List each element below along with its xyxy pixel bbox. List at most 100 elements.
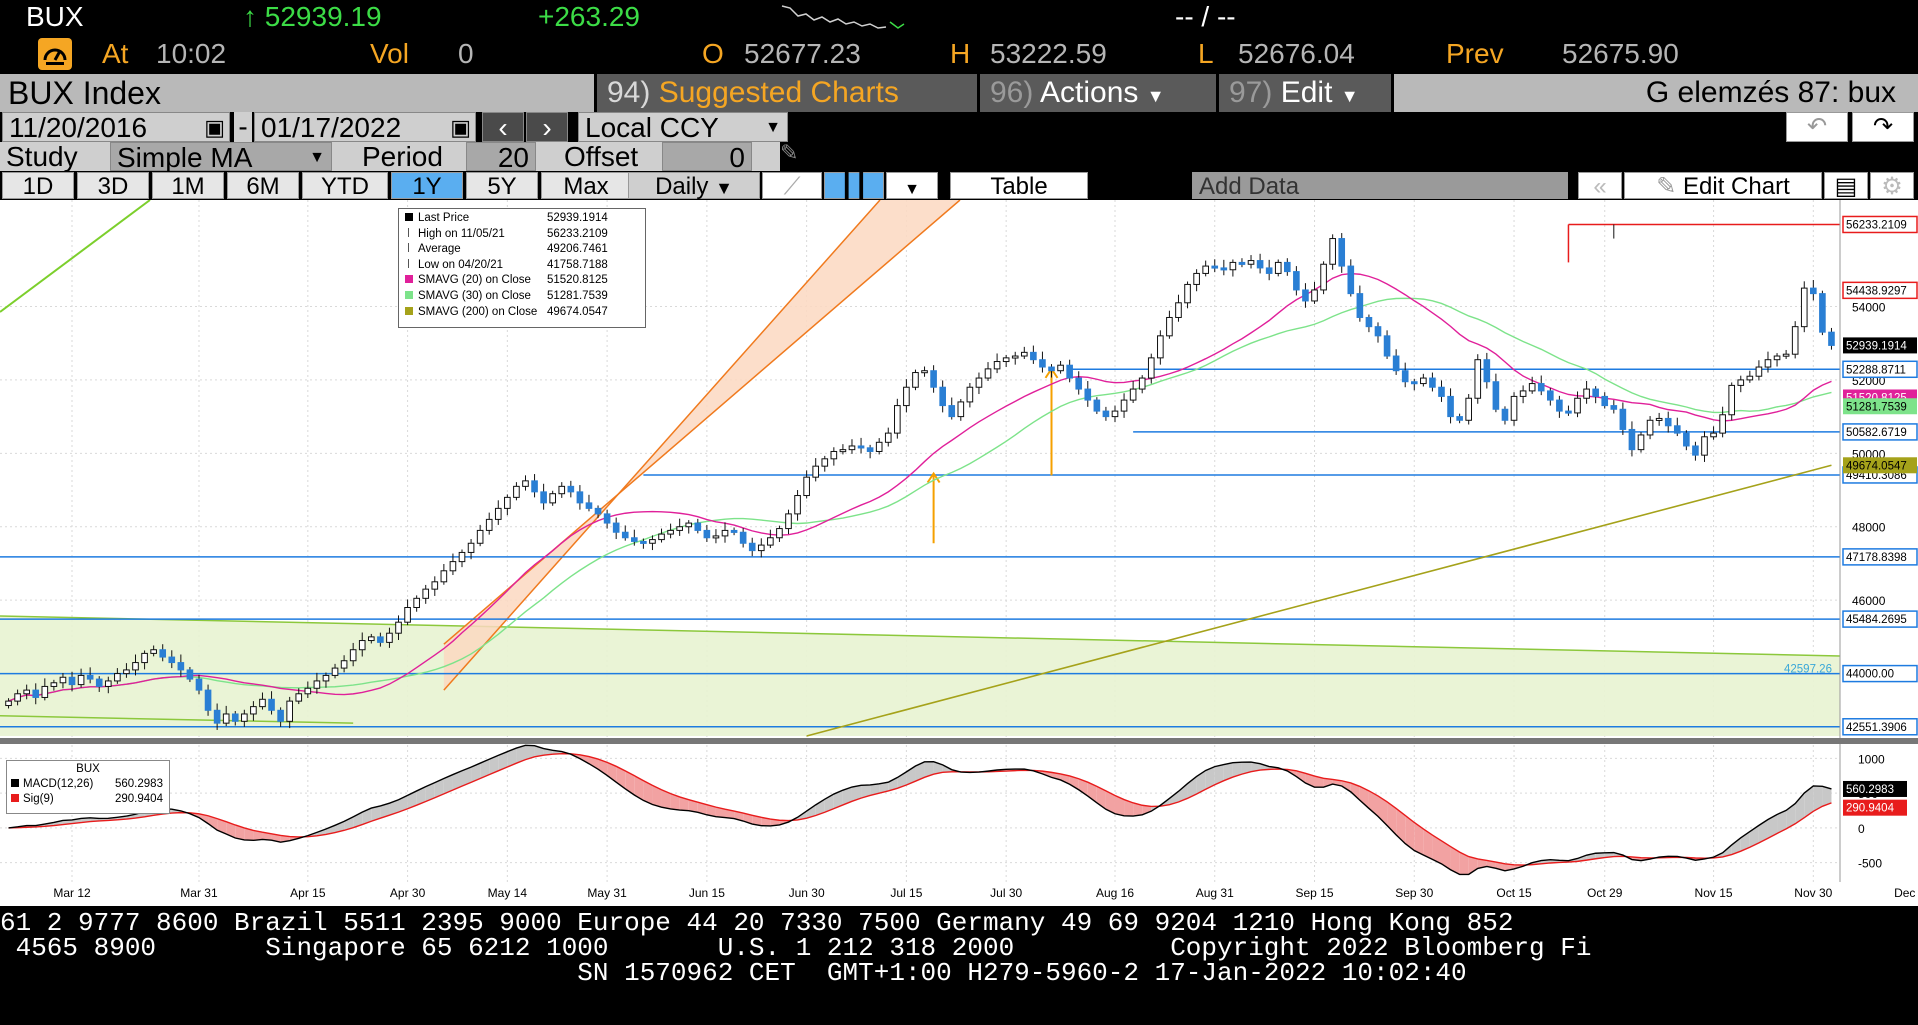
macd-fill: [1051, 772, 1061, 780]
level-tag: [1842, 610, 1918, 628]
undo-button[interactable]: ↶: [1786, 112, 1848, 142]
currency-select[interactable]: Local CCY ▼: [578, 112, 788, 143]
candle-chart-button[interactable]: ┃┃: [824, 172, 884, 200]
x-tick-label: Jun 30: [789, 886, 825, 900]
period-button-ytd[interactable]: YTD: [302, 172, 388, 200]
period-button-1m[interactable]: 1M: [152, 172, 224, 200]
candle-body: [522, 480, 529, 487]
end-date-field[interactable]: 01/17/2022 ▣: [254, 112, 476, 143]
candle-body: [1791, 326, 1799, 355]
high-label: H: [950, 38, 971, 69]
redo-button[interactable]: ↷: [1852, 112, 1914, 142]
macd-fill: [1133, 802, 1143, 817]
level-tag-label: 50582.6719: [1846, 427, 1907, 439]
edit-chart-label: Edit Chart: [1683, 173, 1790, 200]
legend-swatch-icon: [405, 306, 413, 315]
period-button-6m[interactable]: 6M: [227, 172, 299, 200]
next-range-button[interactable]: ›: [526, 112, 568, 143]
suggested-charts-button[interactable]: 94) Suggested Charts: [597, 74, 977, 112]
candle-body: [1039, 359, 1046, 368]
macd-legend-label: MACD(12,26): [23, 778, 94, 790]
table-button[interactable]: Table: [950, 172, 1088, 200]
candle-body: [1075, 377, 1083, 390]
macd-fill: [1822, 786, 1832, 807]
y-tick-label: 48000: [1852, 521, 1886, 535]
macd-legend-row: Sig(9) 290.9404: [11, 792, 165, 807]
legend-box: Last Price 52939.1914 High on 11/05/21 5623…: [398, 208, 646, 328]
period-input[interactable]: 20: [466, 142, 536, 173]
period-button-1d[interactable]: 1D: [2, 172, 74, 200]
macd-fill: [1450, 846, 1460, 875]
prev-range-button[interactable]: ‹: [482, 112, 524, 143]
macd-legend-value: 560.2983: [115, 778, 163, 790]
macd-fill: [443, 774, 453, 794]
gauge-icon[interactable]: [38, 38, 72, 70]
candle-body: [322, 674, 330, 682]
candle-body: [168, 656, 176, 664]
candle-body: [966, 386, 974, 403]
calendar-icon[interactable]: ▣: [204, 115, 225, 140]
last-time: 10:02: [156, 38, 227, 69]
candle-body: [1229, 261, 1237, 271]
line-chart-button[interactable]: ⟋: [762, 172, 822, 200]
candle-body: [1247, 260, 1255, 265]
start-date-field[interactable]: 11/20/2016 ▣: [2, 112, 230, 143]
candle-body: [1392, 355, 1400, 372]
macd-fill: [706, 804, 716, 817]
offset-input[interactable]: 0: [662, 142, 752, 173]
edit-button[interactable]: 97) Edit ▼: [1219, 74, 1391, 112]
actions-button[interactable]: 96) Actions ▼: [980, 74, 1216, 112]
calendar-icon[interactable]: ▣: [450, 115, 471, 140]
candle-body: [95, 678, 103, 687]
period-button-1y[interactable]: 1Y: [391, 172, 463, 200]
redo-icon: ↷: [1872, 113, 1894, 140]
macd-fill: [897, 771, 907, 789]
value-tag-label: 52939.1914: [1846, 340, 1907, 352]
tape-line-3: SN 1570962 CET GMT+1:00 H279-5960-2 17-J…: [0, 958, 1467, 988]
add-data-input[interactable]: Add Data: [1192, 172, 1568, 200]
chart-type-dropdown[interactable]: ▼: [886, 172, 938, 199]
macd-fill: [1096, 786, 1106, 810]
period-button-3d[interactable]: 3D: [77, 172, 149, 200]
ticker: BUX: [26, 1, 84, 32]
pencil-icon[interactable]: ✎: [780, 140, 799, 165]
period-label: Period: [362, 141, 443, 172]
x-tick-label: Jul 15: [890, 886, 922, 900]
candle-body: [739, 531, 747, 544]
macd-fill: [226, 821, 236, 839]
candle-body: [59, 676, 67, 684]
candle-body: [1782, 353, 1790, 357]
chart-area[interactable]: 44000460004800050000520005400056233.2109…: [0, 199, 1918, 906]
candle-body: [721, 529, 729, 537]
candle-body: [948, 405, 956, 418]
macd-fill: [634, 775, 644, 801]
up-arrow-icon: ↑: [243, 1, 257, 32]
period-button-5y[interactable]: 5Y: [466, 172, 538, 200]
price-chart[interactable]: 44000460004800050000520005400056233.2109…: [0, 199, 1918, 906]
candle-body: [431, 581, 439, 590]
macd-fill: [861, 784, 871, 799]
frequency-select[interactable]: Daily ▼: [628, 172, 760, 200]
right-axis-bg: [1840, 200, 1918, 886]
chart-settings-button[interactable]: ▤: [1824, 172, 1868, 200]
macd-fill: [462, 767, 472, 787]
macd-fill: [471, 763, 481, 783]
collapse-button[interactable]: «: [1578, 172, 1622, 200]
macd-fill: [1423, 828, 1433, 860]
macd-fill: [815, 799, 825, 816]
study-select[interactable]: Simple MA ▼: [110, 142, 332, 173]
candle-body: [404, 607, 411, 623]
candle-body: [1574, 397, 1581, 414]
chart-background: [0, 200, 1918, 886]
period-button-max[interactable]: Max: [541, 172, 631, 200]
macd-fill: [198, 813, 209, 824]
caret-down-icon: ▼: [765, 119, 781, 136]
candle-body: [866, 447, 874, 452]
legend-row: SMAVG (30) on Close 51281.7539: [405, 289, 641, 305]
candle-body: [1283, 261, 1291, 273]
gear-button[interactable]: ⚙: [1870, 172, 1914, 200]
candle-body: [1011, 355, 1019, 359]
edit-chart-button[interactable]: ✎ Edit Chart: [1624, 172, 1822, 200]
candle-body: [159, 649, 167, 658]
macd-fill: [842, 787, 852, 805]
